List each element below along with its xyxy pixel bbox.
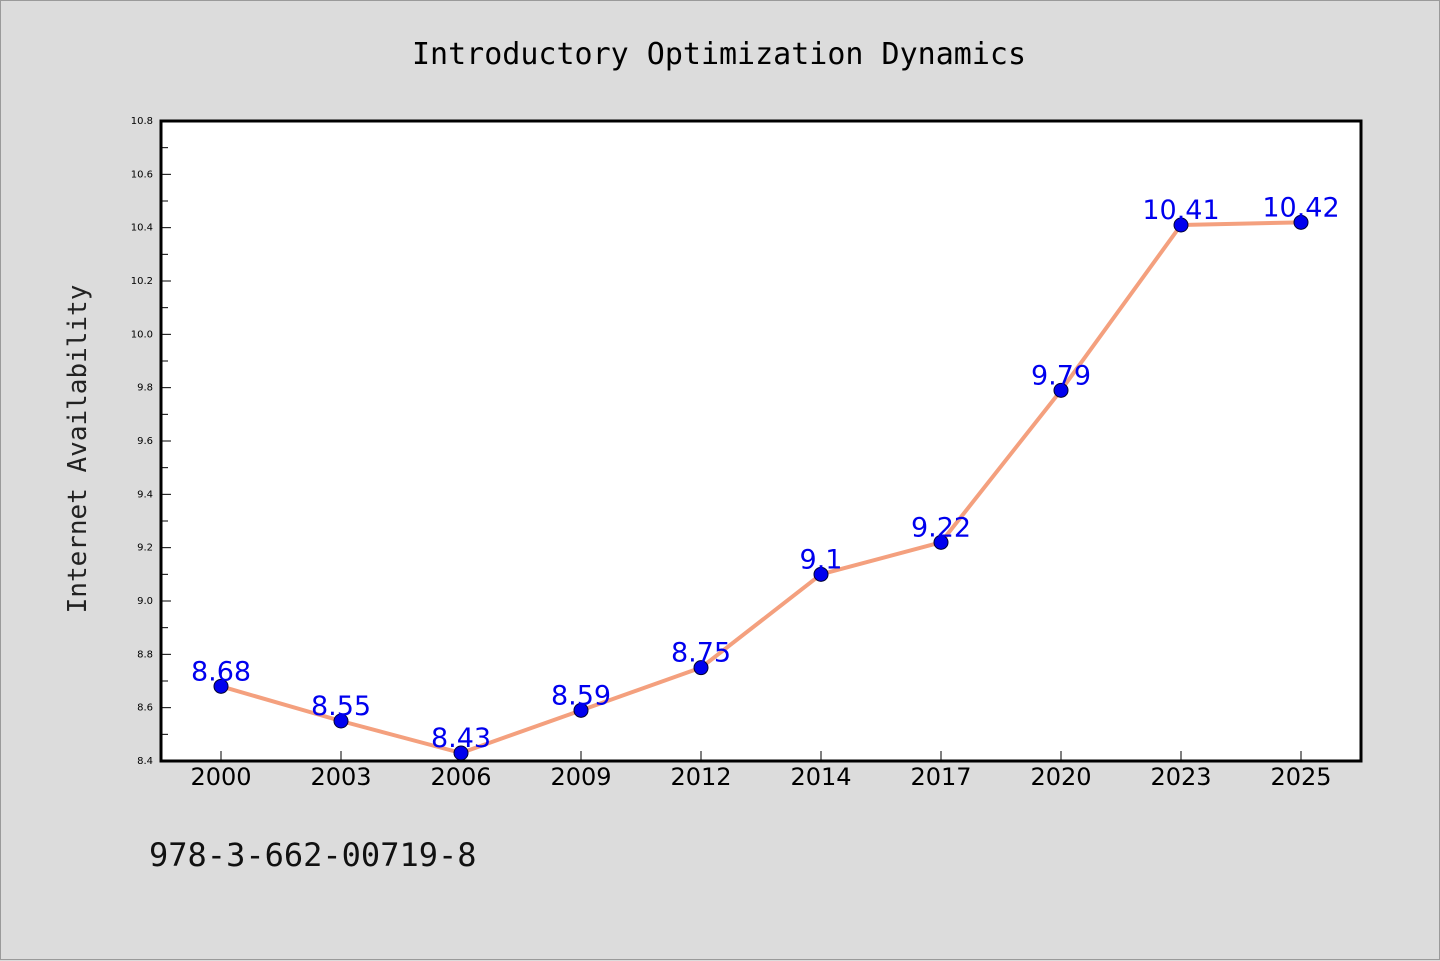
data-label: 9.22 xyxy=(911,512,971,543)
y-tick-label: 10.8 xyxy=(131,116,153,127)
y-tick-label: 10.4 xyxy=(131,223,153,234)
y-axis-ticks: 8.4 8.6 8.8 9.0 9.2 9.4 9.6 9.8 10.0 10.2 10.4 10.6… xyxy=(131,116,171,767)
data-point xyxy=(813,566,829,582)
x-axis-ticks: 2000 2003 2006 2009 2012 2014 2017 2020 2023 2025 xyxy=(190,751,1332,791)
data-point xyxy=(933,534,949,550)
y-tick-label: 9.6 xyxy=(137,436,153,447)
data-point xyxy=(333,713,349,729)
data-label: 9.1 xyxy=(800,544,843,575)
plot-frame xyxy=(159,119,1363,763)
series-group: 8.68 8.55 8.43 8.59 8.75 9.1 9.22 9.79 10.41 10.4… xyxy=(191,192,1340,761)
y-tick-label: 10.6 xyxy=(131,169,153,180)
data-point xyxy=(1173,217,1189,233)
data-label: 8.75 xyxy=(671,638,731,669)
data-point xyxy=(573,702,589,718)
data-label: 10.41 xyxy=(1142,195,1219,226)
data-label: 10.42 xyxy=(1262,192,1339,223)
x-tick-label: 2000 xyxy=(190,763,251,791)
y-tick-label: 9.4 xyxy=(137,489,153,500)
x-tick-label: 2020 xyxy=(1030,763,1091,791)
isbn-footer: 978-3-662-00719-8 xyxy=(149,836,477,874)
chart-title: Introductory Optimization Dynamics xyxy=(412,37,1026,72)
x-tick-label: 2014 xyxy=(790,763,851,791)
data-label: 8.43 xyxy=(431,723,491,754)
x-tick-label: 2012 xyxy=(670,763,731,791)
x-tick-label: 2009 xyxy=(550,763,611,791)
y-tick-label: 10.2 xyxy=(131,276,153,287)
plot-background xyxy=(161,121,1361,761)
series-line xyxy=(219,220,1303,755)
x-tick-label: 2025 xyxy=(1270,763,1331,791)
data-label: 8.68 xyxy=(191,656,251,687)
x-tick-label: 2023 xyxy=(1150,763,1211,791)
x-tick-label: 2006 xyxy=(430,763,491,791)
y-tick-label: 9.0 xyxy=(137,596,153,607)
y-tick-label: 10.0 xyxy=(131,329,153,340)
data-label: 8.59 xyxy=(551,680,611,711)
data-point xyxy=(1053,382,1069,398)
data-point xyxy=(1293,214,1309,230)
data-point xyxy=(693,660,709,676)
y-tick-label: 8.6 xyxy=(137,703,153,714)
plot-area: 8.4 8.6 8.8 9.0 9.2 9.4 9.6 9.8 10.0 10.2 10.4 10.6… xyxy=(131,116,1363,791)
x-tick-label: 2003 xyxy=(310,763,371,791)
y-tick-label: 9.2 xyxy=(137,543,153,554)
y-tick-label: 8.8 xyxy=(137,649,153,660)
y-axis-label: Internet Availability xyxy=(63,285,93,614)
y-tick-label: 9.8 xyxy=(137,383,153,394)
y-tick-label: 8.4 xyxy=(137,756,153,767)
data-label: 8.55 xyxy=(311,691,371,722)
x-tick-label: 2017 xyxy=(910,763,971,791)
data-label: 9.79 xyxy=(1031,360,1091,391)
data-point xyxy=(213,678,229,694)
